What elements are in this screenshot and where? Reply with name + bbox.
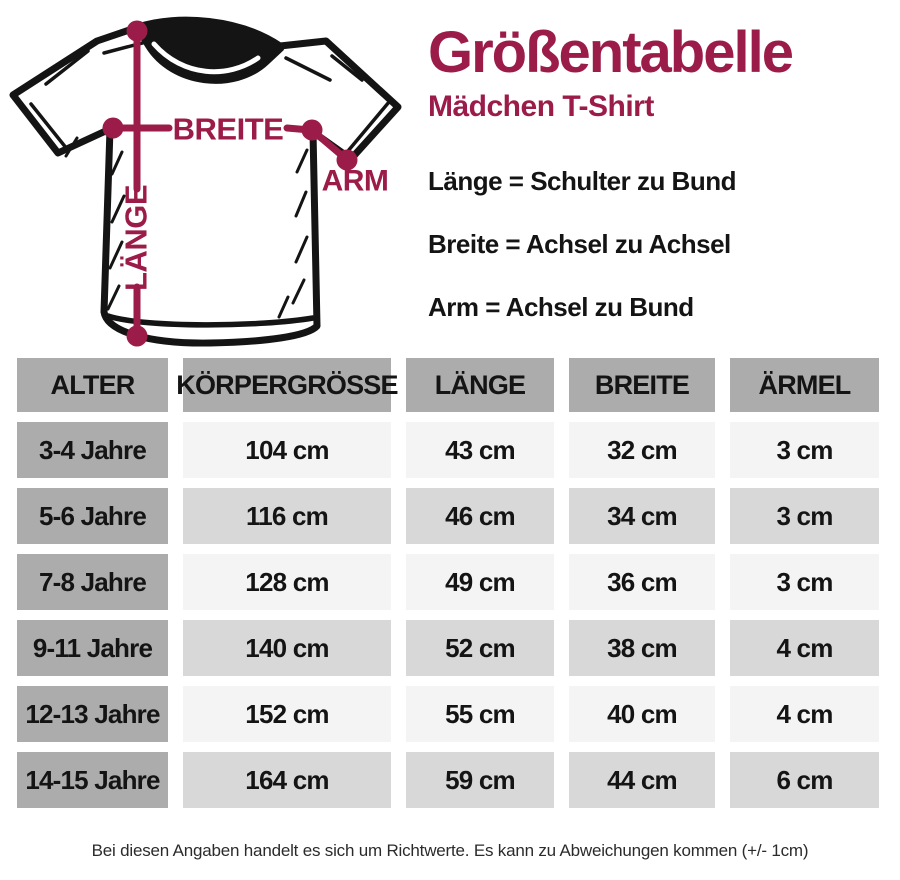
header-laenge: LÄNGE (406, 358, 554, 412)
cell-value: 4 cm (730, 686, 879, 742)
definition-arm: Arm = Achsel zu Bund (428, 292, 694, 322)
header-aermel: ÄRMEL (730, 358, 879, 412)
dot-sleeve-end (336, 149, 358, 171)
fabric-hatching (64, 136, 309, 319)
cell-value: 152 cm (183, 686, 391, 742)
cell-value: 34 cm (569, 488, 715, 544)
cell-value: 49 cm (406, 554, 554, 610)
tshirt-diagram: LÄNGE BREITE ARM (0, 0, 410, 352)
cell-value: 104 cm (183, 422, 391, 478)
title-block: Größentabelle Mädchen T-Shirt (428, 20, 794, 124)
cell-value: 164 cm (183, 752, 391, 808)
cell-value: 59 cm (406, 752, 554, 808)
definition-breite: Breite = Achsel zu Achsel (428, 229, 731, 259)
dot-shoulder (126, 20, 148, 42)
label-arm: ARM (322, 165, 389, 198)
cell-value: 32 cm (569, 422, 715, 478)
label-breite: BREITE (173, 112, 284, 147)
dot-hem (126, 325, 148, 347)
cell-age: 14-15 Jahre (17, 752, 168, 808)
collar-ribbing (151, 41, 261, 75)
cell-value: 36 cm (569, 554, 715, 610)
seam-details (29, 39, 391, 153)
cell-age: 3-4 Jahre (17, 422, 168, 478)
label-laenge: LÄNGE (119, 185, 154, 291)
cell-value: 52 cm (406, 620, 554, 676)
cell-value: 40 cm (569, 686, 715, 742)
cell-value: 3 cm (730, 554, 879, 610)
header-alter: ALTER (17, 358, 168, 412)
cell-value: 140 cm (183, 620, 391, 676)
size-table: ALTER KÖRPERGRÖSSE LÄNGE BREITE ÄRMEL 3-… (17, 358, 879, 808)
hem-seam (105, 313, 316, 328)
cell-age: 5-6 Jahre (17, 488, 168, 544)
cell-value: 44 cm (569, 752, 715, 808)
page-subtitle: Mädchen T-Shirt (428, 90, 654, 123)
cell-age: 12-13 Jahre (17, 686, 168, 742)
cell-value: 3 cm (730, 422, 879, 478)
page-title: Größentabelle (428, 20, 794, 85)
header-koerpergroesse: KÖRPERGRÖSSE (176, 358, 399, 412)
cell-age: 9-11 Jahre (17, 620, 168, 676)
dot-armpit-left (102, 117, 124, 139)
header-breite: BREITE (569, 358, 715, 412)
disclaimer-note: Bei diesen Angaben handelt es sich um Ri… (91, 841, 809, 860)
cell-value: 128 cm (183, 554, 391, 610)
cell-value: 6 cm (730, 752, 879, 808)
cell-value: 43 cm (406, 422, 554, 478)
definition-laenge: Länge = Schulter zu Bund (428, 166, 736, 196)
cell-value: 3 cm (730, 488, 879, 544)
cell-value: 116 cm (183, 488, 391, 544)
cell-value: 55 cm (406, 686, 554, 742)
cell-value: 4 cm (730, 620, 879, 676)
cell-value: 38 cm (569, 620, 715, 676)
dot-armpit-right (301, 119, 323, 141)
tshirt-svg: LÄNGE BREITE ARM (9, 16, 402, 347)
measurement-definitions: Länge = Schulter zu Bund Breite = Achsel… (428, 166, 736, 322)
cell-age: 7-8 Jahre (17, 554, 168, 610)
cell-value: 46 cm (406, 488, 554, 544)
measurement-dots (102, 20, 358, 347)
